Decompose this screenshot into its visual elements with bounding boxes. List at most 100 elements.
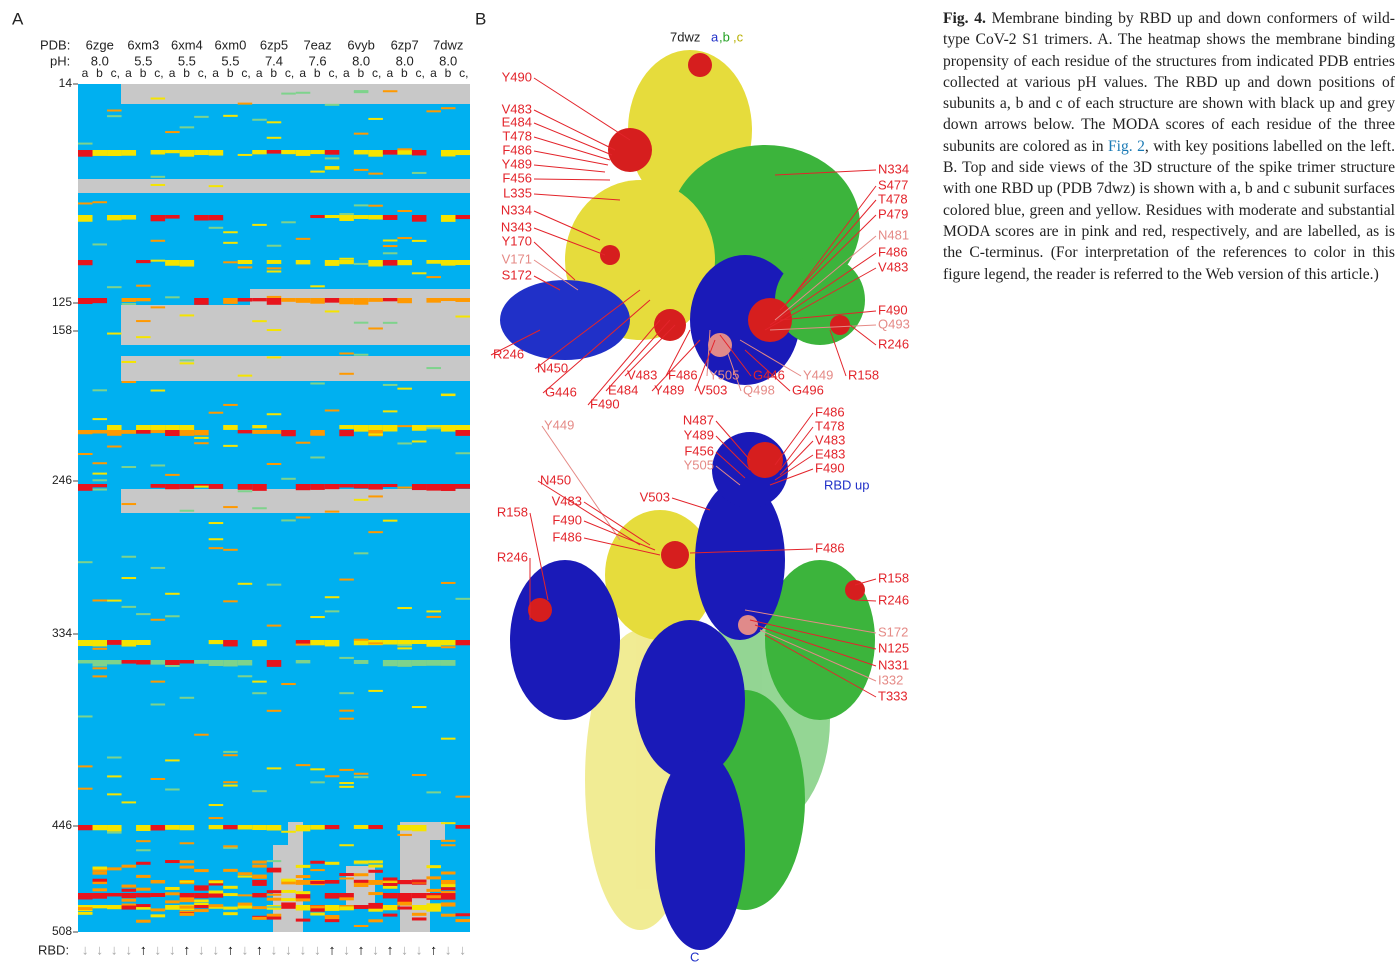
heat-cell <box>180 906 195 909</box>
heat-cell <box>412 215 427 222</box>
heat-cell <box>209 538 224 540</box>
subunit-label: a <box>387 66 394 80</box>
heat-cell <box>383 215 398 220</box>
heat-cell <box>412 917 427 920</box>
heat-cell <box>368 909 383 912</box>
heat-cell <box>122 893 137 898</box>
panel-label: A <box>12 9 24 28</box>
heat-cell <box>165 474 180 476</box>
residue-label: R158 <box>848 367 879 382</box>
heat-cell <box>426 110 441 112</box>
heat-cell <box>339 844 354 846</box>
heat-cell <box>426 298 441 303</box>
heat-cell <box>397 298 412 303</box>
heat-cell <box>252 692 267 694</box>
subunit-label: a <box>82 66 89 80</box>
heat-cell <box>281 150 296 154</box>
heat-cell <box>151 681 166 683</box>
heat-cell <box>296 92 311 94</box>
heat-cell <box>93 905 108 908</box>
heat-cell <box>325 215 340 218</box>
heat-cell <box>354 552 369 554</box>
heat-cell <box>325 862 340 865</box>
rbd-arrow: ↓ <box>372 942 379 958</box>
heat-cell <box>368 880 383 885</box>
heat-cell <box>267 584 282 586</box>
heat-cell <box>223 869 238 872</box>
heat-cell <box>354 860 369 863</box>
heat-cell <box>78 715 93 717</box>
heat-cell <box>354 880 369 883</box>
heat-cell <box>136 875 151 878</box>
heat-cell <box>368 327 383 329</box>
heat-cell <box>267 917 282 920</box>
c-terminus-label: C <box>690 949 699 964</box>
heat-cell <box>310 640 325 645</box>
heat-cell <box>267 271 282 273</box>
rbd-arrow: ↓ <box>416 942 423 958</box>
heat-cell <box>238 583 253 585</box>
heat-cell <box>136 888 151 891</box>
heat-cell <box>441 646 456 648</box>
heat-cell <box>354 215 369 219</box>
heat-cell <box>122 215 137 220</box>
heat-cell <box>354 639 369 641</box>
heat-cell <box>122 361 137 363</box>
heat-cell <box>267 463 282 465</box>
heat-cell <box>165 759 180 761</box>
heat-cell <box>383 150 398 155</box>
heat-cell <box>441 150 456 156</box>
heat-cell <box>107 775 122 777</box>
heat-cell <box>339 782 354 784</box>
heat-cell <box>397 834 412 836</box>
heat-cell <box>78 430 93 434</box>
heat-cell <box>238 484 253 490</box>
heat-cell <box>252 861 267 864</box>
residue-label: V483 <box>815 432 845 447</box>
heat-cell <box>252 876 267 879</box>
heat-cell <box>325 150 340 155</box>
heat-cell <box>165 900 180 903</box>
heat-cell <box>194 903 209 905</box>
heat-cell <box>107 446 122 448</box>
heat-cell <box>194 734 209 736</box>
heat-cell <box>107 215 122 220</box>
heat-cell <box>122 381 137 383</box>
subunit-label: a <box>212 66 219 80</box>
chain-label: ,b <box>719 29 730 44</box>
heat-cell <box>151 703 166 705</box>
heat-cell <box>455 598 470 600</box>
heat-cell <box>165 593 180 595</box>
figure: A B PDB: pH: RBD: 7dwz <box>0 0 940 964</box>
heat-cell <box>412 240 427 242</box>
heat-cell <box>368 298 383 302</box>
residue-label: F490 <box>552 512 582 527</box>
heat-cell <box>339 373 354 375</box>
heat-cell <box>281 905 296 909</box>
rbd-arrow: ↓ <box>401 942 408 958</box>
heat-cell <box>78 765 93 767</box>
residue-tick-label: 508 <box>52 924 72 938</box>
figure-link[interactable]: Fig. 2 <box>1108 138 1145 155</box>
heat-cell <box>136 425 151 430</box>
heat-cell <box>165 484 180 489</box>
heat-cell <box>223 825 238 829</box>
caption-text: , with key positions labelled on the lef… <box>943 138 1395 283</box>
pdb-id: 6zge <box>86 37 114 52</box>
heat-cell <box>180 660 195 663</box>
heat-cell <box>136 298 151 301</box>
heat-cell <box>325 484 340 489</box>
heat-cell <box>368 690 383 692</box>
heat-cell <box>194 909 209 912</box>
heat-cell <box>252 681 267 683</box>
heat-cell <box>194 660 209 664</box>
heat-cell <box>354 873 369 876</box>
heat-cell <box>151 893 166 897</box>
subunit-label: c, <box>154 66 163 80</box>
heat-cell <box>267 296 282 298</box>
heat-cell <box>310 881 325 884</box>
heat-cell <box>180 881 195 883</box>
heat-cell <box>368 215 383 219</box>
heat-cell <box>281 298 296 302</box>
heat-cell <box>339 873 354 876</box>
